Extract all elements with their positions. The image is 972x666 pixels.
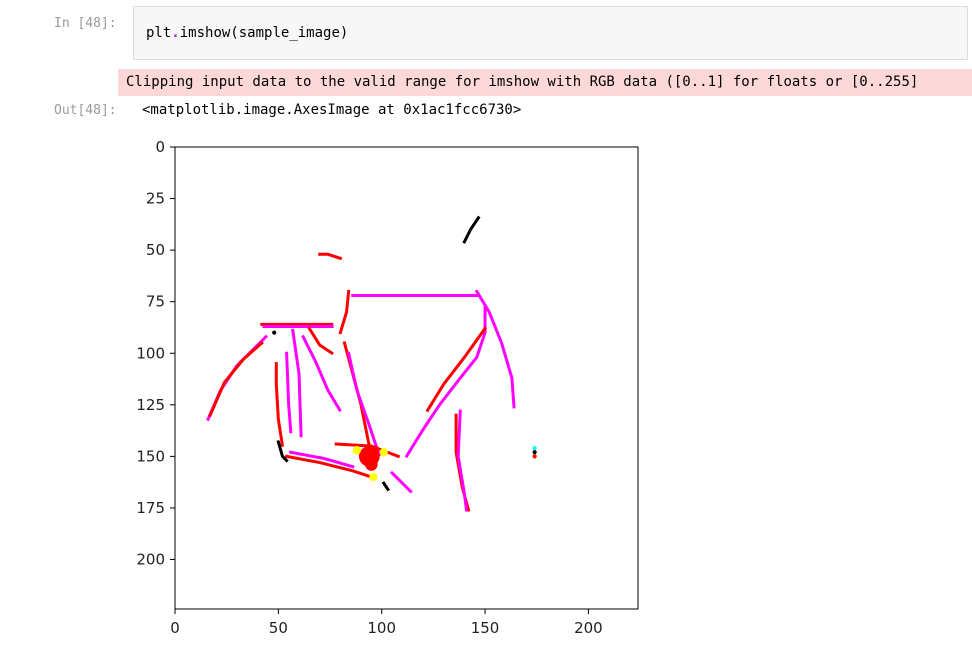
image-stroke-magenta	[291, 328, 303, 438]
y-tick-label: 50	[146, 241, 165, 259]
image-content	[206, 215, 537, 512]
y-tick-label: 100	[136, 344, 165, 362]
x-tick-label: 50	[269, 619, 288, 637]
y-tick-label: 0	[155, 138, 165, 156]
image-stroke-magenta	[301, 334, 343, 414]
image-stroke-magenta	[288, 450, 355, 469]
code-cell[interactable]: plt.imshow(sample_image)	[133, 6, 968, 60]
image-stroke-magenta	[346, 351, 382, 459]
code-object: plt	[146, 25, 172, 41]
x-tick-label: 0	[170, 619, 180, 637]
y-axis: 0 25 50 75 100 125 150 175 200	[136, 138, 175, 569]
stderr-warning: Clipping input data to the valid range f…	[118, 69, 972, 96]
input-prompt: In [48]:	[54, 16, 117, 31]
image-stroke-red	[274, 362, 285, 448]
image-blob-yellow	[379, 448, 388, 457]
output-prompt: Out[48]:	[54, 103, 117, 118]
image-stroke-black	[462, 215, 481, 244]
image-stroke-magenta	[474, 289, 516, 409]
image-blob-yellow	[369, 472, 378, 482]
image-stroke-red	[334, 442, 401, 459]
image-stroke-magenta	[285, 351, 293, 434]
output-repr: <matplotlib.image.AxesImage at 0x1ac1fcc…	[142, 102, 522, 118]
image-stroke-red	[208, 340, 264, 418]
y-tick-label: 200	[136, 551, 165, 569]
image-stroke-magenta	[456, 409, 469, 512]
image-stroke-red	[338, 289, 351, 335]
image-stroke-red	[284, 454, 374, 479]
x-tick-label: 150	[471, 619, 500, 637]
image-stroke-black	[381, 481, 390, 492]
image-stroke-red	[307, 326, 335, 356]
image-stroke-black	[276, 440, 289, 463]
code-call: imshow(sample_image)	[179, 25, 349, 41]
image-blob-cyan	[532, 446, 537, 451]
image-stroke-magenta	[389, 470, 413, 494]
y-tick-label: 75	[146, 293, 165, 311]
y-tick-label: 125	[136, 396, 165, 414]
image-blob-black	[532, 450, 537, 455]
y-tick-label: 150	[136, 447, 165, 465]
y-tick-label: 175	[136, 499, 165, 517]
code-line[interactable]: plt.imshow(sample_image)	[146, 25, 348, 41]
image-stroke-magenta	[206, 334, 269, 422]
x-tick-label: 100	[367, 619, 396, 637]
code-operator: .	[171, 25, 180, 41]
image-blob-yellow	[352, 446, 362, 455]
image-stroke-red	[318, 252, 343, 261]
image-blob-red	[365, 458, 378, 471]
x-tick-label: 200	[574, 619, 603, 637]
y-tick-label: 25	[146, 190, 165, 208]
axes-frame	[174, 146, 639, 610]
image-blob-black	[272, 330, 277, 335]
x-axis: 0 50 100 150 200	[170, 609, 603, 637]
image-stroke-magenta	[404, 306, 487, 459]
image-stroke-red	[425, 326, 488, 414]
image-plot: 0 50 100 150 200 0 25 50 75 100 125 150 175 200	[136, 138, 639, 637]
image-stroke-red	[342, 341, 374, 459]
image-blob-red	[532, 454, 537, 459]
